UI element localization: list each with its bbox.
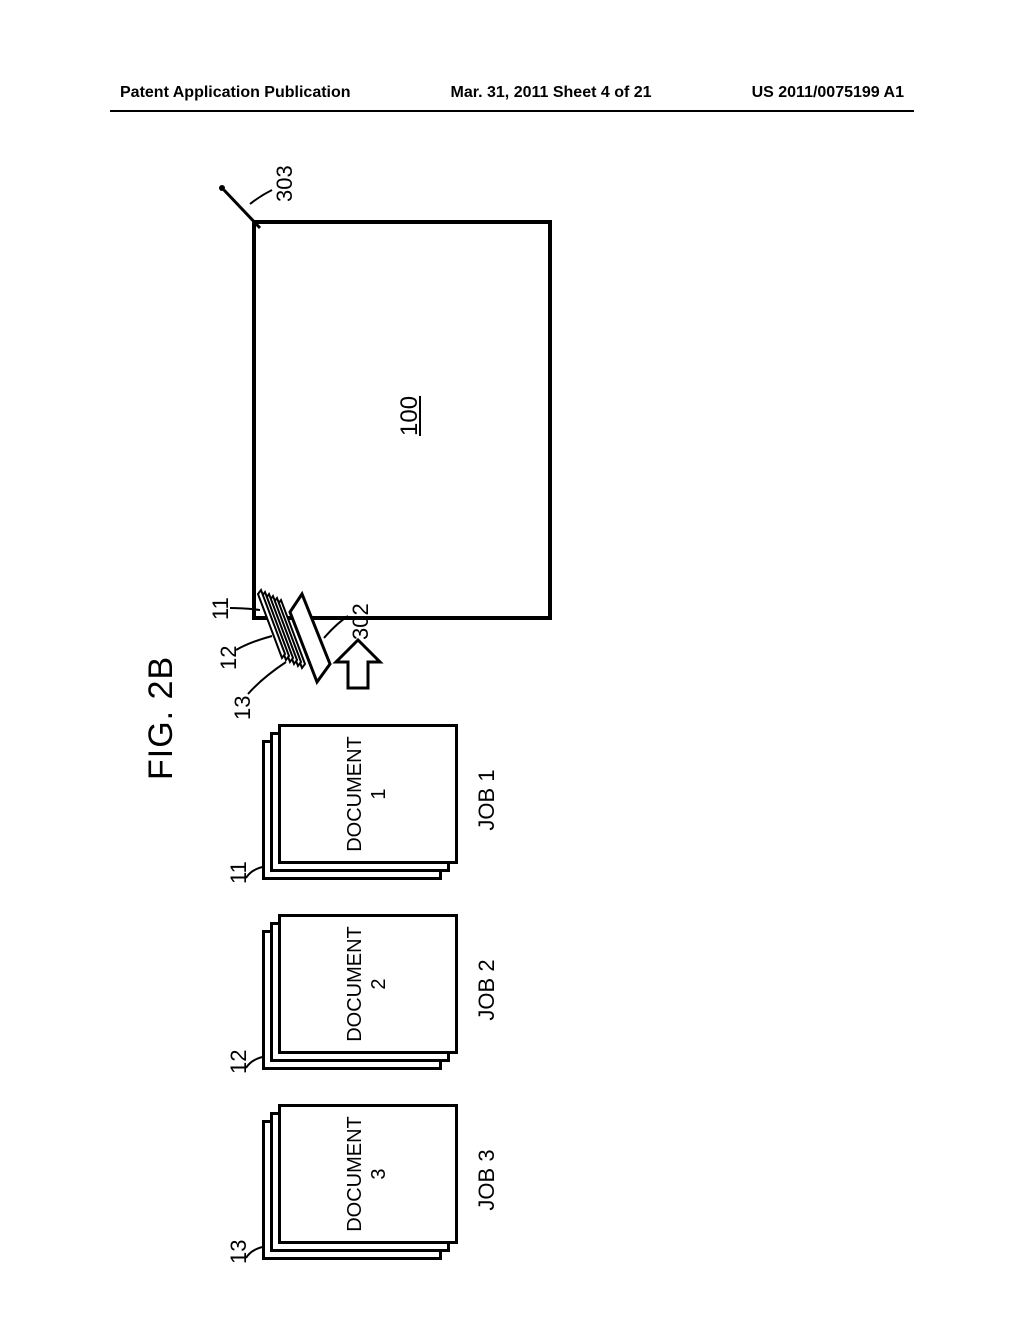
sheet-front: DOCUMENT 2 bbox=[278, 914, 458, 1054]
device-box: 100 bbox=[252, 220, 552, 620]
leader-line-icon bbox=[232, 622, 276, 652]
device-ref-label: 100 bbox=[396, 396, 424, 436]
document-label: DOCUMENT 1 bbox=[343, 727, 391, 861]
leader-line-icon bbox=[244, 656, 292, 696]
doc-line1: DOCUMENT bbox=[344, 926, 366, 1042]
leader-line-icon bbox=[226, 592, 264, 612]
doc-line2: 1 bbox=[368, 788, 390, 799]
stack-ref-label: 12 bbox=[226, 1050, 252, 1074]
stack-ref-label: 11 bbox=[226, 861, 252, 884]
document-stack: 11 DOCUMENT 1 JOB 1 bbox=[262, 720, 462, 880]
doc-line2: 2 bbox=[368, 978, 390, 989]
sheet-front: DOCUMENT 3 bbox=[278, 1104, 458, 1244]
job-label: JOB 1 bbox=[474, 720, 500, 880]
figure-rotated-container: FIG. 2B 13 DOCUMENT 3 JOB 3 12 bbox=[132, 180, 892, 1280]
sheet-front: DOCUMENT 1 bbox=[278, 724, 458, 864]
output-ref-label: 13 bbox=[230, 696, 256, 720]
leader-line-icon bbox=[246, 178, 276, 208]
document-stack: 13 DOCUMENT 3 JOB 3 bbox=[262, 1100, 462, 1260]
document-stack: 12 DOCUMENT 2 JOB 2 bbox=[262, 910, 462, 1070]
figure-area: FIG. 2B 13 DOCUMENT 3 JOB 3 12 bbox=[0, 0, 1024, 1200]
doc-line2: 3 bbox=[368, 1168, 390, 1179]
doc-line1: DOCUMENT bbox=[344, 1116, 366, 1232]
leader-line-icon bbox=[318, 604, 352, 644]
job-label: JOB 2 bbox=[474, 910, 500, 1070]
document-label: DOCUMENT 2 bbox=[343, 917, 391, 1051]
stack-ref-label: 13 bbox=[226, 1240, 252, 1264]
document-label: DOCUMENT 3 bbox=[343, 1107, 391, 1241]
figure-label: FIG. 2B bbox=[142, 656, 181, 780]
job-label: JOB 3 bbox=[474, 1100, 500, 1260]
doc-line1: DOCUMENT bbox=[344, 736, 366, 852]
